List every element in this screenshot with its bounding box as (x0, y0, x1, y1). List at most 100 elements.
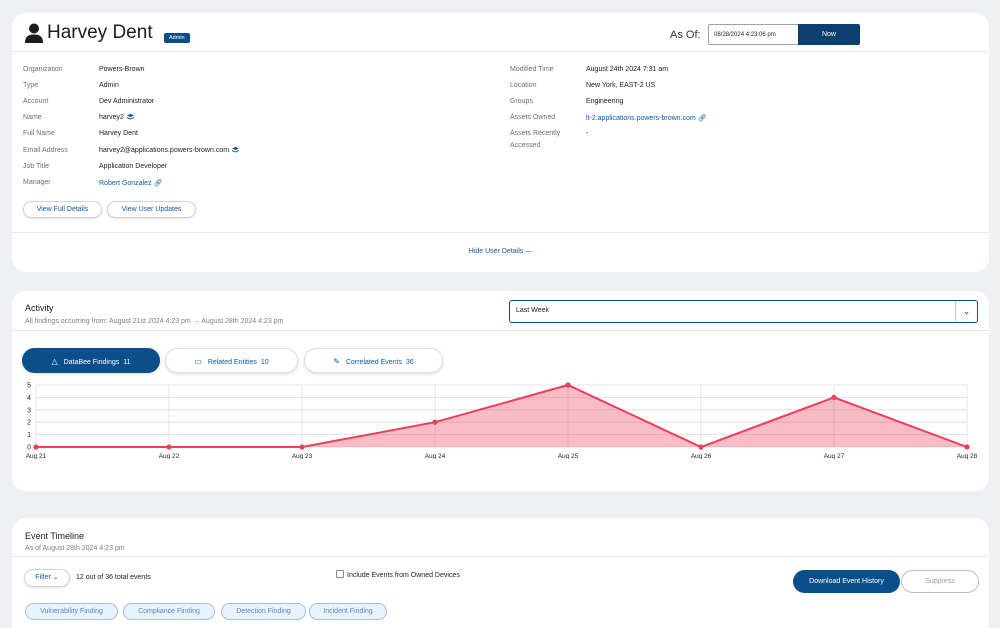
detail-value: Engineering (586, 98, 624, 105)
tab-count: 36 (405, 359, 414, 366)
x-tick-label: Aug 23 (292, 453, 313, 459)
x-tick-label: Aug 25 (558, 453, 579, 459)
detail-value: - (586, 130, 589, 137)
findings-line (36, 383, 968, 449)
findings-chart: 0 1 2 3 4 5 Aug 21 Aug 22 Aug 23 Aug 24 Aug 25 Aug … (26, 382, 978, 459)
data-point (698, 444, 704, 450)
chevron-down-icon: ⌄ (955, 301, 977, 322)
warning-icon: △ (51, 357, 58, 366)
detail-location: Location New York, EAST-2 US (510, 82, 655, 89)
detail-value: harvey2@applications.powers-brown.com (99, 147, 230, 154)
as-of-datetime-input[interactable]: 08/28/2024 4:23:06 pm (708, 24, 799, 45)
chevron-down-icon: ⌄ (52, 574, 59, 581)
hide-user-details-link[interactable]: Hide User Details — (468, 248, 533, 255)
tab-correlated-events[interactable]: ✎ Correlated Events 36 (304, 348, 443, 373)
detail-value: Dev Administrator (99, 98, 155, 105)
download-event-history-button[interactable]: Download Event History (793, 570, 900, 593)
chip-compliance-finding[interactable]: Compliance Finding (123, 603, 215, 620)
detail-value: New York, EAST-2 US (586, 82, 656, 89)
x-tick-label: Aug 26 (691, 453, 712, 459)
detail-label: Job Title (23, 163, 50, 170)
x-tick-label: Aug 22 (159, 453, 180, 459)
activity-range-subtitle: All findings occurring from: August 21st… (25, 318, 284, 325)
chip-detection-finding[interactable]: Detection Finding (221, 603, 306, 620)
filter-button[interactable]: Filter ⌄ (24, 569, 70, 587)
detail-label: Account (23, 98, 49, 105)
tab-label: DataBee Findings (63, 359, 120, 366)
data-point (299, 444, 305, 450)
data-point (33, 444, 39, 450)
detail-value: Admin (99, 82, 119, 89)
asset-link[interactable]: lt-2.applications.powers-brown.com 🔗︎ (586, 114, 707, 122)
include-owned-devices-option[interactable]: Include Events from Owned Devices (336, 570, 460, 579)
timeline-subtitle: As of August 28th 2024 4:23 pm (25, 545, 125, 552)
view-full-details-button[interactable]: View Full Details (23, 201, 102, 218)
manager-link[interactable]: Robert Gonzalez 🔗︎ (99, 179, 162, 187)
detail-groups: Groups Engineering (510, 98, 623, 105)
detail-value: Robert Gonzalez (99, 180, 152, 187)
pencil-icon: ✎ (333, 357, 340, 366)
chip-vulnerability-finding[interactable]: Vulnerability Finding (25, 603, 118, 620)
link-icon: 🔗︎ (697, 115, 707, 122)
y-tick-label: 2 (27, 420, 31, 427)
user-details-card: Harvey Dent Admin As Of: 08/28/2024 4:23… (12, 13, 989, 272)
detail-name: Name harvey2 (23, 114, 134, 121)
detail-value: harvey2 (99, 114, 124, 121)
data-point (964, 444, 970, 450)
tab-related-entities[interactable]: ▭ Related Entities 10 (165, 348, 298, 373)
tab-count: 11 (123, 359, 131, 366)
x-tick-label: Aug 28 (957, 453, 978, 459)
detail-manager: Manager Robert Gonzalez 🔗︎ (23, 179, 162, 187)
data-point (166, 444, 172, 450)
role-badge: Admin (164, 33, 190, 43)
detail-assets-owned: Assets Owned lt-2.applications.powers-bro… (510, 114, 707, 122)
detail-label: Email Address (23, 147, 68, 154)
include-owned-devices-checkbox[interactable] (336, 570, 344, 578)
monitor-icon: ▭ (194, 357, 202, 366)
time-range-select[interactable]: Last Week ⌄ (509, 300, 978, 323)
data-point (565, 382, 571, 388)
detail-label: Name (23, 114, 42, 121)
include-owned-devices-label: Include Events from Owned Devices (347, 572, 460, 579)
x-tick-label: Aug 21 (26, 453, 47, 459)
suppress-button[interactable]: Suppress (901, 570, 979, 593)
activity-title: Activity (25, 303, 54, 313)
x-tick-label: Aug 27 (824, 453, 845, 459)
now-button[interactable]: Now (798, 24, 860, 45)
chip-incident-finding[interactable]: Incident Finding (309, 603, 387, 620)
timeline-divider (12, 556, 989, 557)
detail-label: Groups (510, 98, 533, 105)
detail-value: August 24th 2024 7:31 am (586, 66, 669, 73)
activity-card: Activity All findings occurring from: Au… (12, 291, 989, 491)
detail-label: Full Name (23, 130, 55, 137)
stack-icon (126, 114, 134, 120)
total-events-count: 12 out of 36 total events (76, 574, 151, 581)
data-point (432, 419, 438, 425)
detail-label: Manager (23, 179, 51, 186)
detail-label: Modified Time (510, 66, 554, 73)
detail-label: Accessed (510, 142, 541, 149)
tab-label: Correlated Events (345, 359, 402, 366)
detail-label: Assets Recently (510, 130, 561, 137)
detail-label: Assets Owned (510, 114, 556, 121)
detail-value: Powers-Brown (99, 66, 145, 73)
event-timeline-card: Event Timeline As of August 28th 2024 4:… (12, 518, 989, 628)
link-icon: 🔗︎ (153, 180, 163, 187)
detail-full-name: Full Name Harvey Dent (23, 130, 138, 137)
stack-icon (232, 147, 240, 153)
detail-email: Email Address harvey2@applications.powers… (23, 147, 240, 154)
detail-type: Type Admin (23, 82, 119, 89)
timeline-title: Event Timeline (25, 531, 85, 541)
time-range-value: Last Week (516, 307, 549, 314)
data-point (831, 394, 837, 400)
activity-divider (12, 330, 989, 331)
detail-label: Organization (23, 66, 63, 73)
user-name-title: Harvey Dent (47, 22, 153, 43)
detail-label: Location (510, 82, 537, 89)
y-tick-label: 5 (27, 383, 31, 390)
tab-label: Related Entities (207, 359, 257, 366)
detail-assets-recently-accessed: Assets Recently - (510, 130, 588, 137)
view-user-updates-button[interactable]: View User Updates (107, 201, 196, 218)
tab-databee-findings[interactable]: △ DataBee Findings 11 (22, 348, 160, 373)
detail-organization: Organization Powers-Brown (23, 66, 145, 73)
